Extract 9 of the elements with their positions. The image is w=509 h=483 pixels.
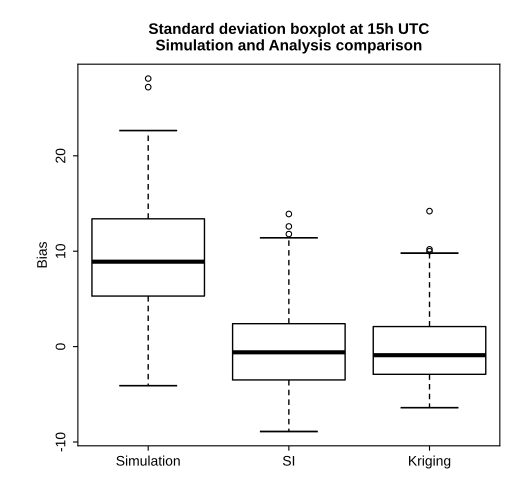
y-tick-label: 10 <box>56 244 66 258</box>
x-tick-label: Simulation <box>116 456 180 466</box>
y-axis-title: Bias <box>36 242 47 268</box>
chart-title: Standard deviation boxplot at 15h UTC Simulation and Analysis comparison <box>148 22 429 54</box>
y-tick-label: 20 <box>56 148 66 163</box>
x-tick-label: SI <box>282 456 294 466</box>
y-tick-label: 0 <box>56 343 66 350</box>
y-tick-label: -10 <box>56 432 66 452</box>
x-tick-label: Kriging <box>409 456 450 468</box>
